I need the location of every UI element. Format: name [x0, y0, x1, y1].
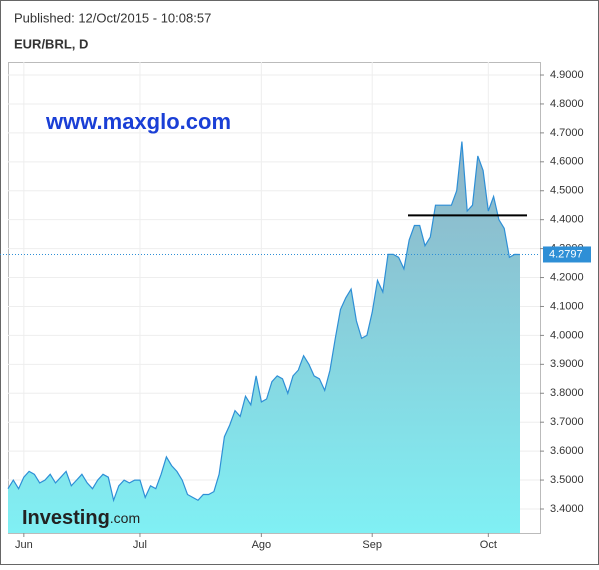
last-price-label: 4.2797 [549, 248, 583, 260]
y-tick-label: 4.6000 [550, 156, 584, 168]
y-tick-label: 4.1000 [550, 300, 584, 312]
y-tick-label: 3.4000 [550, 503, 584, 515]
y-tick-label: 4.2000 [550, 271, 584, 283]
x-tick-label: Jul [133, 539, 147, 551]
y-tick-label: 4.4000 [550, 214, 584, 226]
plot-border [8, 62, 541, 534]
y-tick-label: 4.7000 [550, 127, 584, 139]
last-price-box [543, 246, 591, 263]
x-tick-label: Sep [362, 539, 382, 551]
y-tick-label: 4.9000 [550, 69, 584, 81]
y-tick-label: 3.6000 [550, 445, 584, 457]
y-tick-label: 3.8000 [550, 387, 584, 399]
y-tick-label: 4.5000 [550, 185, 584, 197]
logo: Investing.com [22, 507, 140, 529]
y-tick-label: 4.8000 [550, 98, 584, 110]
published: Published: 12/Oct/2015 - 10:08:57 [14, 10, 211, 25]
logo-suffix: .com [110, 510, 140, 526]
logo-main: Investing [22, 507, 110, 529]
chart-title: EUR/BRL, D [14, 36, 88, 51]
y-tick-label: 4.0000 [550, 329, 584, 341]
y-tick-label: 3.7000 [550, 416, 584, 428]
area-fill [8, 141, 520, 533]
price-line [7, 141, 521, 503]
x-tick-label: Ago [252, 539, 272, 551]
y-tick-label: 3.9000 [550, 358, 584, 370]
watermark: www.maxglo.com [45, 109, 231, 134]
x-tick-label: Oct [480, 539, 497, 551]
x-tick-label: Jun [15, 539, 33, 551]
y-tick-label: 3.5000 [550, 474, 584, 486]
